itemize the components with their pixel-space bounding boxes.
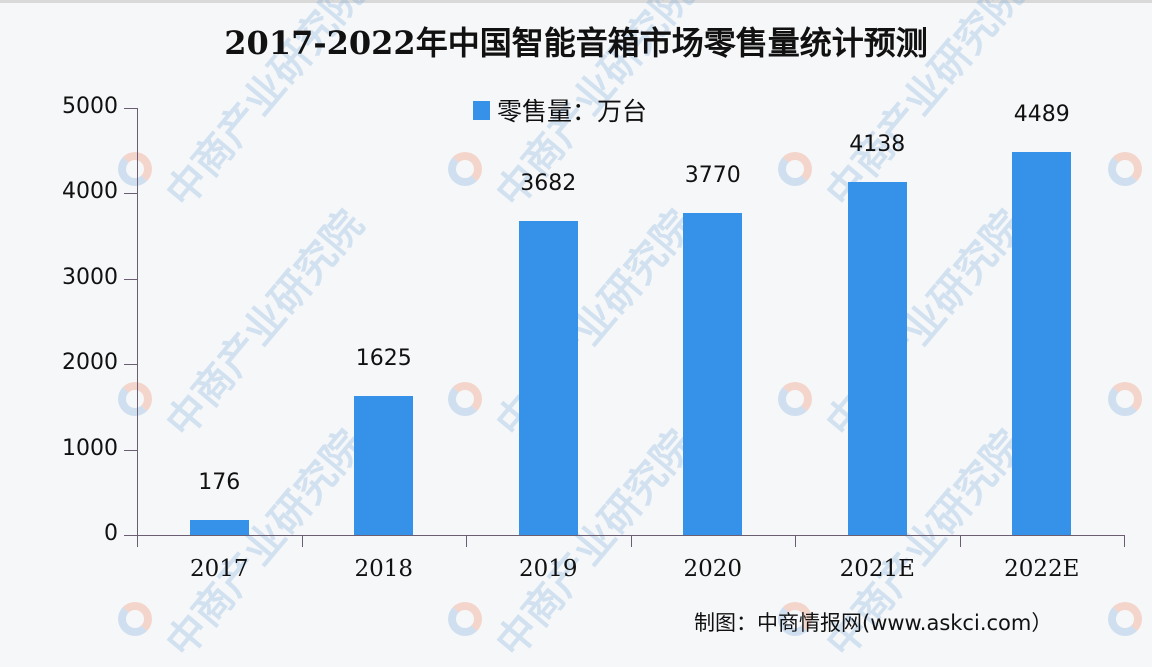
top-border [0, 0, 1152, 3]
y-tick-label: 3000 [62, 264, 118, 290]
x-tick [959, 535, 961, 547]
y-tick-label: 4000 [62, 179, 118, 205]
x-tick-label: 2017 [189, 556, 249, 582]
legend-swatch-icon [473, 100, 490, 120]
bar-value-label: 3770 [684, 163, 741, 189]
bar-value-label: 4138 [849, 131, 906, 157]
x-tick-label: 2022E [1004, 556, 1080, 582]
legend: 零售量：万台 [473, 92, 647, 128]
bar-2020 [683, 213, 743, 535]
x-tick [466, 535, 467, 547]
x-tick [795, 535, 796, 547]
y-tick-label: 1000 [62, 435, 118, 461]
y-tick [124, 108, 137, 109]
x-tick [301, 535, 303, 547]
x-tick [137, 535, 138, 547]
bar-2022E [1012, 151, 1072, 535]
y-tick [124, 449, 137, 451]
x-tick [1124, 535, 1125, 547]
legend-label: 零售量：万台 [497, 97, 648, 126]
y-axis [137, 108, 138, 536]
x-tick [630, 535, 632, 547]
bar-2017 [189, 519, 249, 535]
x-tick-label: 2018 [354, 556, 414, 582]
bar-value-label: 1625 [355, 346, 412, 372]
y-tick-label: 5000 [62, 94, 118, 119]
x-tick-label: 2019 [518, 556, 578, 582]
y-tick [124, 278, 137, 280]
bar-2019 [518, 220, 578, 535]
y-tick-label: 0 [104, 521, 118, 546]
bar-value-label: 176 [198, 469, 241, 495]
chart-title: 2017-2022年中国智能音箱市场零售量统计预测 [224, 24, 928, 62]
y-tick [124, 364, 137, 366]
y-tick [124, 535, 137, 536]
x-tick-label: 2020 [683, 556, 743, 582]
bar-2018 [354, 396, 414, 535]
bar-value-label: 4489 [1013, 101, 1070, 127]
y-tick [124, 193, 137, 195]
source-credit: 制图：中商情报网(www.askci.com） [694, 611, 1053, 635]
y-tick-label: 2000 [62, 350, 118, 376]
bar-value-label: 3682 [520, 170, 577, 196]
bar-2021E [847, 181, 907, 535]
x-tick-label: 2021E [839, 556, 915, 582]
